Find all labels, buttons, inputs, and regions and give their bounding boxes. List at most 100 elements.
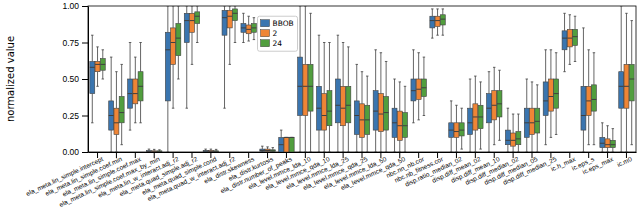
box-body [346,86,351,123]
median [392,122,397,123]
legend-swatch [261,20,270,27]
whisker-low [423,97,424,116]
whisker-cap-high [139,42,141,43]
box [270,148,275,152]
x-tick: ic.eps_max [581,152,615,176]
box [449,101,454,152]
box-body [505,130,510,145]
whisker-cap-low [393,152,395,153]
box-body [265,149,270,151]
median [303,86,308,87]
whisker-high [526,79,527,108]
whisker-cap-low [385,152,387,153]
whisker-low [456,137,457,152]
y-axis-line [88,7,89,153]
whisker-cap-high [536,84,538,85]
whisker-low [191,32,192,64]
whisker-cap-low [512,152,514,153]
whisker-low [399,140,400,152]
whisker-cap-low [172,108,174,109]
whisker-cap-high [393,79,395,80]
box-body [403,113,408,138]
median [624,86,629,87]
whisker-low [442,25,443,35]
median [128,93,133,94]
whisker-cap-high [606,125,608,126]
whisker-low [140,101,141,123]
legend-swatch [261,30,270,37]
whisker-cap-low [253,39,255,40]
whisker-high [375,50,376,91]
whisker-cap-high [512,114,514,115]
box-body [317,86,322,130]
whisker-high [262,146,263,149]
whisker-high [318,35,319,86]
whisker-cap-high [215,149,217,150]
whisker-cap-low [186,108,188,109]
whisker-high [97,47,98,62]
box [146,149,151,152]
box [492,67,497,144]
whisker-high [569,15,570,30]
whisker-cap-low [347,152,349,153]
plot-frame [88,6,636,152]
whisker-low [545,116,546,145]
median [554,93,559,94]
box [298,6,303,152]
box [308,13,313,152]
whisker-cap-high [328,42,330,43]
box-body [440,15,445,25]
box [246,16,251,41]
whisker-low [575,45,576,61]
whisker-high [224,6,225,10]
whisker-cap-high [417,52,419,53]
median [157,151,162,152]
median [562,38,567,39]
whisker-cap-high [507,108,509,109]
x-tick-label: ela_meta.quad_w_interact.adj_r2 [146,155,237,203]
whisker-cap-high [167,6,169,7]
box [454,105,459,152]
median [524,122,529,123]
whisker-cap-high [436,8,438,9]
whisker-cap-low [356,152,358,153]
whisker-low [375,130,376,152]
whisker-cap-high [266,146,268,147]
whisker-low [197,24,198,43]
whisker-cap-high [309,13,311,14]
box [554,53,559,135]
whisker-cap-low [366,152,368,153]
x-tick: ela_meta.quad_w_interact.adj_r2 [146,152,237,203]
whisker-cap-high [450,100,452,101]
box-body [222,10,227,35]
whisker-cap-high [223,6,225,7]
whisker-cap-high [229,6,231,7]
whisker-low [178,56,179,79]
box-body [203,151,208,152]
whisker-cap-low [582,152,584,153]
whisker-cap-low [460,149,462,150]
y-tick: 1.00 [62,1,88,11]
box-body [554,79,559,108]
box [260,146,265,152]
whisker-cap-high [347,46,349,47]
whisker-high [583,28,584,86]
whisker-cap-low [129,130,131,131]
box-body [146,151,151,152]
whisker-cap-high [253,17,255,18]
box [327,43,332,153]
y-tick: 0.25 [62,111,88,121]
whisker-cap-high [587,49,589,50]
box-body [114,108,119,134]
whisker-cap-low [361,152,363,153]
box [403,86,408,152]
whisker-cap-low [431,38,433,39]
box-body [524,108,529,137]
median [171,42,176,43]
y-tick: 0.00 [62,147,88,157]
box-body [384,97,389,131]
whisker-high [507,108,508,130]
whisker-cap-high [304,6,306,7]
whisker-cap-high [96,46,98,47]
whisker-cap-low [196,42,198,43]
